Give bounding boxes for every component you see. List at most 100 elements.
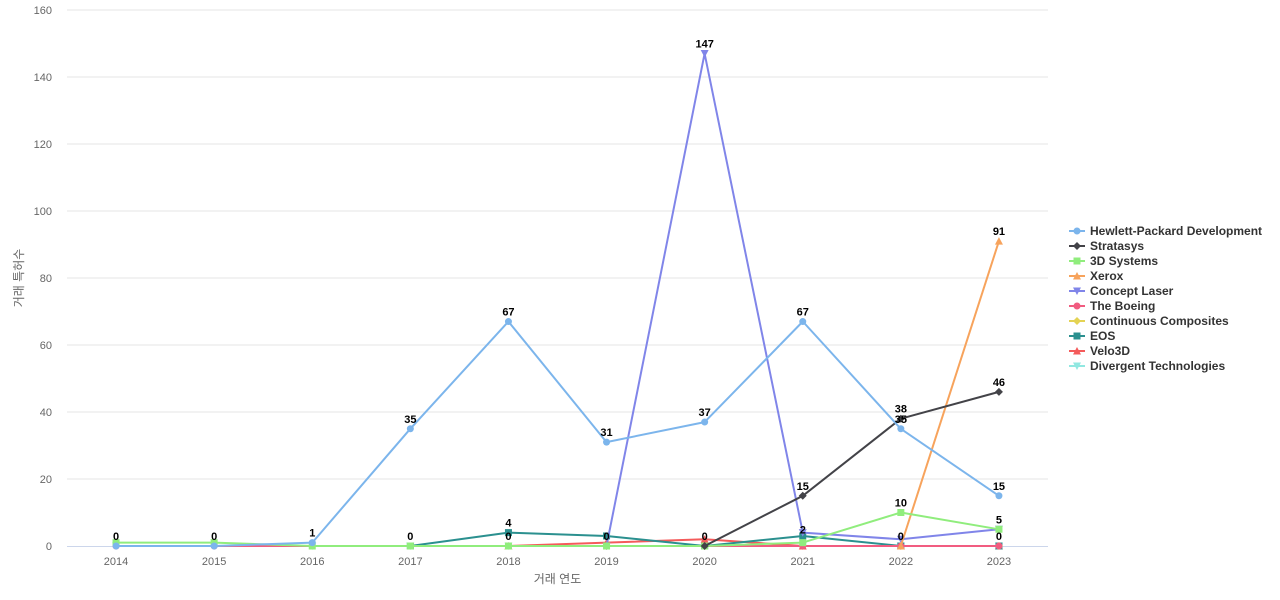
data-point[interactable] (603, 438, 611, 446)
x-tick-label: 2019 (594, 556, 618, 568)
data-point[interactable] (798, 491, 807, 500)
x-tick-label: 2023 (987, 556, 1011, 568)
series-hewlett-packard-development (112, 318, 1003, 550)
data-point[interactable] (406, 542, 414, 550)
data-label: 147 (695, 39, 713, 51)
data-label: 1 (309, 528, 315, 540)
legend-label: EOS (1090, 329, 1115, 343)
y-tick-label: 60 (40, 340, 52, 352)
data-label: 10 (895, 498, 907, 510)
data-label: 37 (699, 407, 711, 419)
series-line (899, 240, 1000, 547)
legend-marker (1073, 362, 1081, 370)
data-label: 2 (800, 524, 806, 536)
data-point[interactable] (896, 414, 905, 423)
data-point[interactable] (406, 425, 414, 433)
x-tick-label: 2021 (791, 556, 815, 568)
legend-marker (1073, 242, 1081, 250)
data-label: 4 (505, 518, 512, 530)
data-point[interactable] (897, 425, 905, 433)
data-label: 0 (505, 531, 511, 543)
x-tick-label: 2015 (202, 556, 226, 568)
legend-label: Divergent Technologies (1090, 359, 1225, 373)
legend-item[interactable]: Concept Laser (1069, 284, 1174, 298)
data-point[interactable] (799, 318, 807, 326)
x-tick-label: 2022 (889, 556, 913, 568)
series-stratasys (700, 387, 1003, 550)
data-point[interactable] (799, 539, 807, 547)
data-point[interactable] (897, 509, 905, 516)
legend-item[interactable]: Stratasys (1069, 239, 1144, 253)
data-point[interactable] (995, 492, 1003, 500)
data-point[interactable] (995, 542, 1003, 550)
y-tick-label: 160 (34, 5, 52, 17)
series-lines (112, 50, 1003, 550)
x-tick-label: 2014 (104, 556, 128, 568)
legend-item[interactable]: Divergent Technologies (1069, 359, 1225, 373)
data-label: 0 (898, 531, 904, 543)
legend-item[interactable]: 3D Systems (1069, 254, 1158, 268)
data-point[interactable] (308, 539, 316, 547)
legend-label: Velo3D (1090, 344, 1130, 358)
data-label: 91 (993, 226, 1005, 238)
data-label: 35 (895, 414, 907, 426)
data-label: 46 (993, 377, 1005, 389)
data-label: 31 (600, 427, 612, 439)
data-label: 67 (502, 307, 514, 319)
legend-marker (1073, 272, 1081, 280)
y-tick-label: 20 (40, 474, 52, 486)
legend-marker (1073, 287, 1081, 295)
data-label: 0 (603, 531, 609, 543)
data-point[interactable] (504, 529, 512, 537)
series-line (605, 52, 1000, 547)
data-label: 15 (993, 481, 1005, 493)
legend-item[interactable]: Hewlett-Packard Development (1069, 224, 1262, 238)
x-tick-label: 2020 (692, 556, 716, 568)
legend-item[interactable]: Continuous Composites (1069, 314, 1229, 328)
legend-label: Stratasys (1090, 239, 1144, 253)
legend-marker (1073, 302, 1081, 310)
data-label: 5 (996, 514, 1002, 526)
legend-marker (1073, 227, 1081, 235)
data-point[interactable] (504, 318, 512, 326)
legend-label: Concept Laser (1090, 284, 1174, 298)
legend-item[interactable]: Velo3D (1069, 344, 1130, 358)
data-point[interactable] (603, 542, 611, 550)
legend-label: Continuous Composites (1090, 314, 1229, 328)
data-point[interactable] (701, 418, 709, 426)
series-line (704, 390, 1000, 547)
data-point[interactable] (994, 237, 1003, 245)
legend-marker (1073, 347, 1081, 355)
legend-item[interactable]: The Boeing (1069, 299, 1155, 313)
data-label: 67 (797, 307, 809, 319)
data-point[interactable] (995, 525, 1003, 533)
x-tick-label: 2017 (398, 556, 422, 568)
data-point[interactable] (994, 387, 1003, 396)
data-point[interactable] (112, 542, 120, 550)
data-label: 38 (895, 404, 907, 416)
data-point[interactable] (700, 542, 709, 550)
series-concept-laser (602, 50, 1003, 550)
series-line (116, 511, 1000, 547)
data-point[interactable] (700, 50, 709, 58)
data-label: 35 (404, 414, 416, 426)
x-tick-label: 2016 (300, 556, 324, 568)
series-line (116, 320, 1000, 547)
x-tick-label: 2018 (496, 556, 520, 568)
y-axis-title: 거래 특허수 (12, 249, 26, 308)
legend-item[interactable]: EOS (1069, 329, 1115, 343)
data-point[interactable] (603, 532, 611, 540)
data-label: 0 (996, 531, 1002, 543)
data-point[interactable] (210, 542, 218, 550)
data-point[interactable] (896, 542, 905, 550)
data-point[interactable] (798, 529, 807, 537)
data-label: 15 (797, 481, 809, 493)
data-label: 0 (702, 531, 708, 543)
data-point[interactable] (700, 535, 709, 543)
legend-item[interactable]: Xerox (1069, 269, 1124, 283)
data-point[interactable] (504, 542, 512, 550)
y-tick-label: 40 (40, 407, 52, 419)
